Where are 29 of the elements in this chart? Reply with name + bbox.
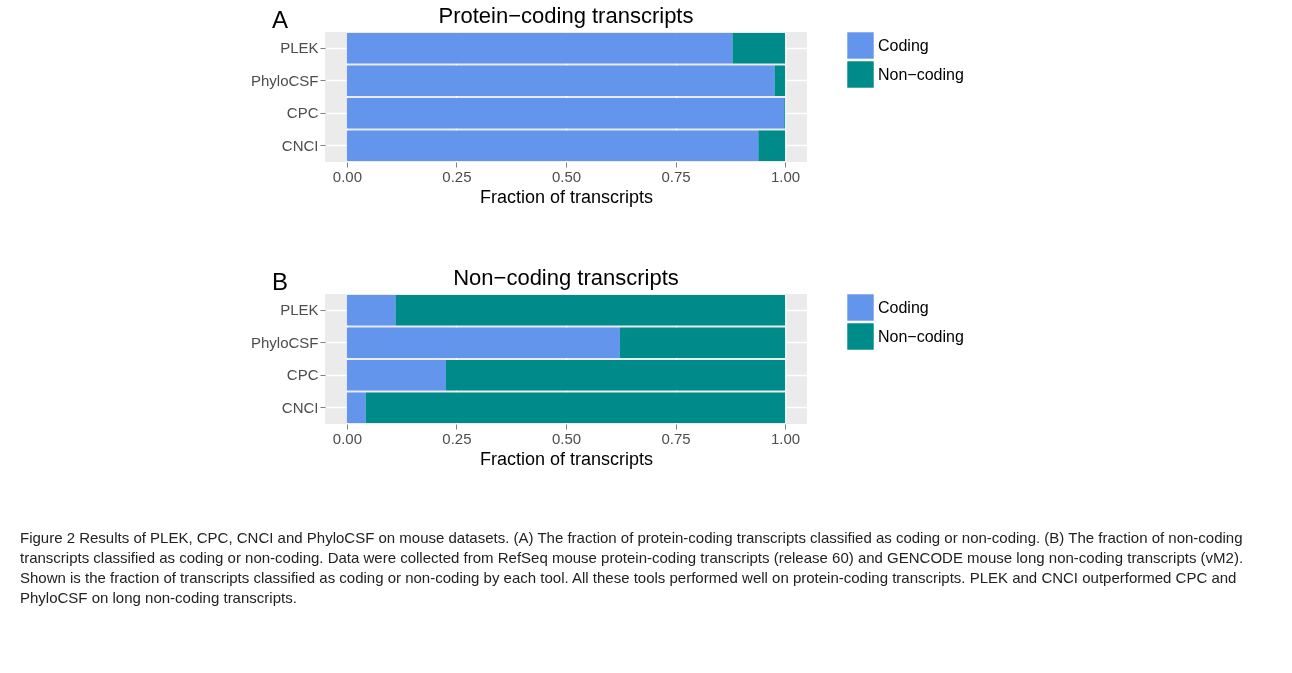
y-tick-label: PLEK — [280, 301, 319, 319]
x-tick-label: 0.50 — [551, 167, 582, 185]
legend-label: Non−coding — [878, 65, 964, 83]
x-tick-label: 0.50 — [551, 429, 582, 447]
y-tick-label: PhyloCSF — [250, 71, 319, 89]
y-tick-label: PhyloCSF — [250, 333, 319, 351]
x-tick-label: 0.75 — [661, 429, 691, 447]
x-tick-label: 0.00 — [332, 429, 363, 447]
legend-label: Non−coding — [878, 327, 964, 345]
x-tick-label: 0.00 — [332, 167, 363, 185]
legend-label: Coding — [878, 298, 929, 316]
x-axis-title: Fraction of transcripts — [479, 186, 654, 207]
x-axis-title: Fraction of transcripts — [479, 448, 654, 469]
x-tick-label: 0.25 — [442, 167, 472, 185]
x-tick-label: 1.00 — [770, 429, 801, 447]
legend-label: Coding — [878, 36, 929, 54]
y-tick-label: CPC — [286, 366, 319, 384]
chart-title: Protein−coding transcripts — [438, 3, 694, 28]
text: A — [272, 6, 289, 34]
text: B — [272, 268, 289, 296]
y-tick-label: PLEK — [280, 39, 319, 57]
y-tick-label: CPC — [286, 104, 319, 122]
x-tick-label: 0.75 — [661, 167, 691, 185]
caption: Figure 2 Results of PLEK, CPC, CNCI and PhyloCSF on mouse datasets. (A) The fraction of protein-coding transcripts classified as coding or non-coding. (B) The fraction of non-coding transcripts classified as coding or non-coding. Data were collected from RefSeq mouse protein-coding transcripts (release 60) and GENCODE mouse long non-coding transcripts (vM2). Shown is the fraction of transcripts classified as coding or non-coding by each tool. All these tools performed well on protein-coding transcripts. PLEK and CNCI outperformed CPC and PhyloCSF on long non-coding transcripts. — [20, 528, 1245, 608]
x-tick-label: 0.25 — [442, 429, 472, 447]
y-tick-label: CNCI — [281, 398, 319, 416]
x-tick-label: 1.00 — [770, 167, 801, 185]
chart-title: Non−coding transcripts — [453, 265, 679, 290]
y-tick-label: CNCI — [281, 136, 319, 154]
